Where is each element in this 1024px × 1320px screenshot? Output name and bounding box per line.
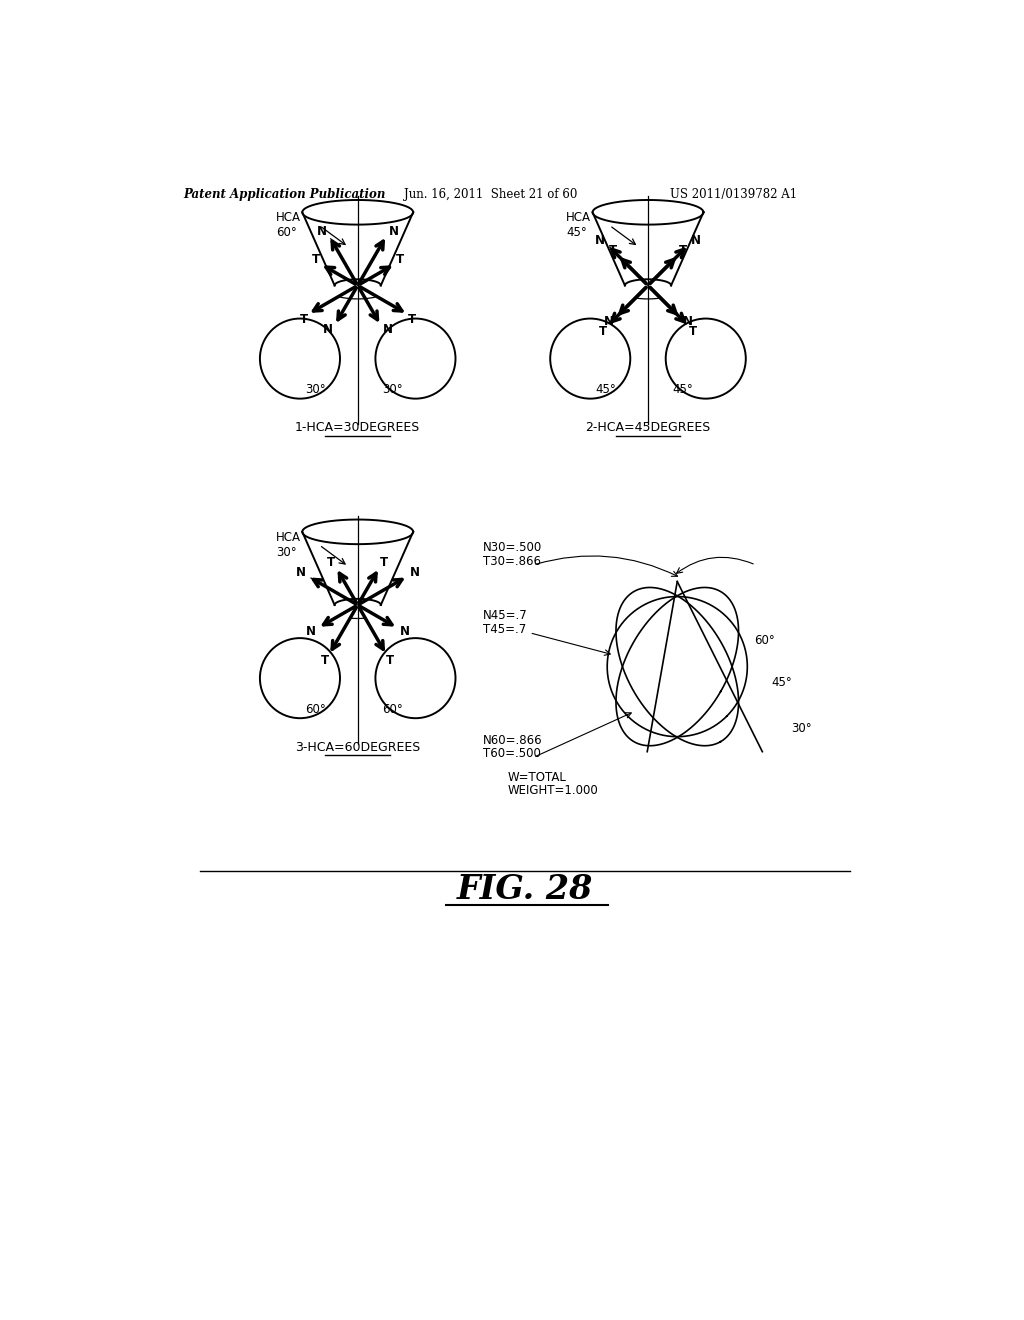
Text: 30°: 30° — [305, 383, 326, 396]
Text: HCA
45°: HCA 45° — [566, 211, 591, 239]
Text: T60=.500: T60=.500 — [483, 747, 541, 760]
Text: T: T — [608, 244, 616, 256]
Text: 45°: 45° — [771, 676, 792, 689]
Text: T: T — [408, 313, 416, 326]
Text: HCA
30°: HCA 30° — [275, 531, 301, 558]
Text: 1-HCA=30DEGREES: 1-HCA=30DEGREES — [295, 421, 420, 434]
Text: T: T — [599, 325, 607, 338]
Text: N45=.7: N45=.7 — [483, 609, 528, 622]
Text: 60°: 60° — [305, 702, 326, 715]
Text: WEIGHT=1.000: WEIGHT=1.000 — [508, 784, 599, 797]
Text: T: T — [688, 325, 696, 338]
Text: 30°: 30° — [792, 722, 812, 735]
Text: T: T — [679, 244, 687, 256]
Text: HCA
60°: HCA 60° — [275, 211, 301, 239]
Text: Patent Application Publication: Patent Application Publication — [183, 189, 385, 202]
Text: N: N — [683, 315, 692, 329]
Text: N: N — [323, 323, 333, 335]
Text: T: T — [328, 556, 336, 569]
Text: N: N — [603, 315, 613, 329]
Text: N: N — [691, 234, 700, 247]
Text: T30=.866: T30=.866 — [483, 554, 542, 568]
Text: 60°: 60° — [382, 702, 402, 715]
Text: T: T — [311, 252, 319, 265]
Text: 60°: 60° — [755, 634, 775, 647]
Text: N: N — [388, 226, 398, 238]
Text: 3-HCA=60DEGREES: 3-HCA=60DEGREES — [295, 741, 420, 754]
Text: 2-HCA=45DEGREES: 2-HCA=45DEGREES — [586, 421, 711, 434]
Text: 45°: 45° — [673, 383, 693, 396]
Text: N60=.866: N60=.866 — [483, 734, 543, 747]
Text: N: N — [595, 234, 605, 247]
Text: T: T — [300, 313, 308, 326]
Text: W=TOTAL: W=TOTAL — [508, 771, 566, 784]
Text: T: T — [386, 653, 394, 667]
Text: 30°: 30° — [382, 383, 402, 396]
Text: T45=.7: T45=.7 — [483, 623, 526, 636]
Text: T: T — [396, 252, 403, 265]
Text: 45°: 45° — [595, 383, 616, 396]
Text: N: N — [306, 626, 315, 639]
Text: N: N — [383, 323, 393, 335]
Text: N: N — [296, 566, 306, 578]
Text: T: T — [321, 653, 329, 667]
Text: Jun. 16, 2011  Sheet 21 of 60: Jun. 16, 2011 Sheet 21 of 60 — [403, 189, 578, 202]
Text: US 2011/0139782 A1: US 2011/0139782 A1 — [670, 189, 797, 202]
Text: T: T — [380, 556, 388, 569]
Text: N: N — [316, 226, 327, 238]
Text: N30=.500: N30=.500 — [483, 541, 543, 554]
Text: FIG. 28: FIG. 28 — [457, 874, 593, 907]
Text: N: N — [410, 566, 420, 578]
Text: N: N — [399, 626, 410, 639]
